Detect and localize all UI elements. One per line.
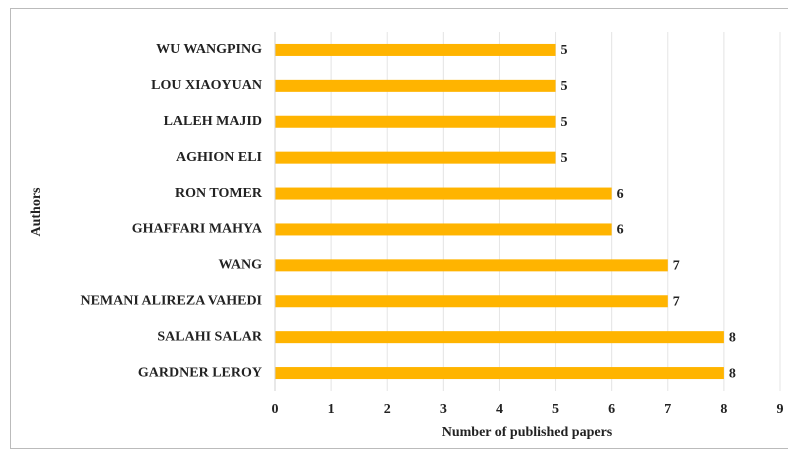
bar (275, 151, 556, 164)
x-tick-label: 6 (608, 402, 615, 417)
bar (275, 223, 612, 236)
bar (275, 295, 668, 308)
y-tick-label: WU WANGPING (156, 42, 262, 57)
bar (275, 331, 724, 344)
data-label: 5 (561, 115, 568, 130)
data-label: 5 (561, 151, 568, 166)
x-tick-label: 0 (272, 402, 279, 417)
bar (275, 79, 556, 92)
x-tick-label: 3 (440, 402, 447, 417)
x-tick-label: 7 (664, 402, 671, 417)
data-label: 6 (617, 187, 624, 202)
bar (275, 367, 724, 380)
bar (275, 115, 556, 128)
x-tick-label: 9 (777, 402, 784, 417)
data-label: 7 (673, 294, 680, 309)
bar (275, 187, 612, 200)
data-label: 5 (561, 79, 568, 94)
x-tick-label: 8 (720, 402, 727, 417)
y-tick-label: SALAHI SALAR (157, 329, 263, 344)
y-tick-label: RON TOMER (175, 186, 263, 201)
y-tick-label: AGHION ELI (176, 150, 262, 165)
x-tick-label: 5 (552, 402, 559, 417)
x-tick-label: 2 (384, 402, 391, 417)
y-tick-label: WANG (218, 258, 262, 273)
x-tick-label: 1 (328, 402, 335, 417)
y-tick-label: NEMANI ALIREZA VAHEDI (80, 293, 262, 308)
data-label: 8 (729, 366, 736, 381)
y-tick-label: GHAFFARI MAHYA (132, 222, 263, 237)
data-label: 7 (673, 259, 680, 274)
bar (275, 43, 556, 56)
data-label: 8 (729, 330, 736, 345)
y-tick-label: LALEH MAJID (164, 114, 262, 129)
x-tick-label: 4 (496, 402, 503, 417)
x-axis-title: Number of published papers (442, 425, 613, 440)
bar (275, 259, 668, 272)
y-tick-label: GARDNER LEROY (138, 365, 262, 380)
data-label: 6 (617, 223, 624, 238)
data-label: 5 (561, 43, 568, 58)
y-tick-label: LOU XIAOYUAN (151, 78, 262, 93)
y-axis-title: Authors (29, 187, 44, 237)
